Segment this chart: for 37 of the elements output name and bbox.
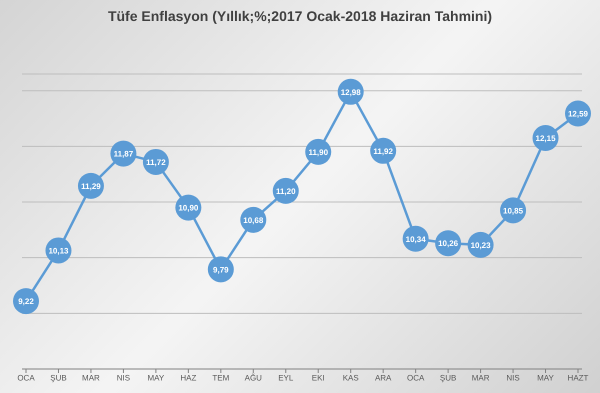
data-label: 10,34 [406,234,426,244]
data-label: 12,15 [536,134,556,144]
x-tick-label: ŞUB [440,374,456,383]
x-tick-label: TEM [212,374,230,383]
data-label: 10,90 [178,204,199,213]
x-tick-label: HAZ [180,374,196,383]
data-label: 11,20 [276,186,296,196]
data-label: 10,13 [48,246,70,256]
x-tick-label: EYL [278,374,294,383]
x-tick-label: EKI [312,374,325,383]
data-label: 9,22 [18,297,34,306]
data-label: 11,29 [81,182,102,191]
data-label: 9,79 [213,265,230,274]
x-tick-label: AĞU [244,374,262,383]
data-label: 10,68 [243,216,264,225]
x-tick-label: MAR [82,374,100,383]
x-tick-label: ŞUB [50,374,67,383]
x-tick-label: MAY [537,374,555,383]
x-tick-label: ARA [374,374,392,383]
x-tick-label: NIS [116,374,130,383]
x-tick-label: MAY [148,374,165,383]
x-tick-label: OCA [406,374,425,383]
x-tick-label: HAZT [568,374,589,383]
x-tick-label: KAS [342,374,359,383]
chart-title: Tüfe Enflasyon (Yıllık;%;2017 Ocak-2018 Haziran Tahmini) [106,7,494,26]
data-label: 11,92 [373,146,394,156]
x-tick-label: MAR [472,374,490,383]
data-label: 10,26 [438,239,459,248]
data-label: 10,85 [503,206,524,216]
x-tick-label: NIS [506,374,520,383]
data-label: 11,72 [146,158,166,167]
data-label: 10,23 [470,240,492,250]
data-label: 11,90 [308,148,329,157]
data-label: 11,87 [114,150,134,159]
data-label: 12,98 [340,88,362,97]
data-label: 12,59 [568,110,589,119]
x-tick-label: OCA [17,374,36,383]
